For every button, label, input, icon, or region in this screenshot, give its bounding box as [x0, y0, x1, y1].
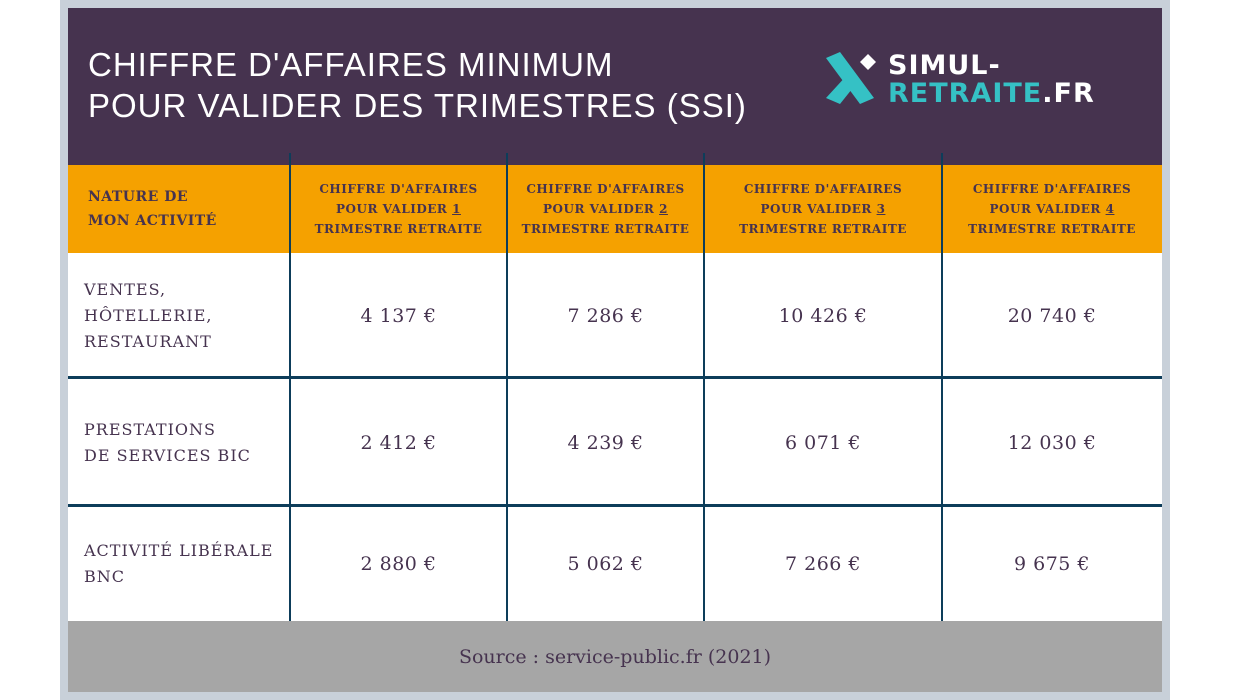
- header-text: MON ACTIVITÉ: [88, 213, 217, 229]
- column-header-activity: NATURE DE MON ACTIVITÉ: [68, 165, 290, 253]
- label-text: BNC: [84, 567, 125, 586]
- column-divider: [506, 153, 508, 621]
- column-divider: [703, 153, 705, 621]
- header-text: CHIFFRE D'AFFAIRES: [743, 182, 903, 196]
- logo-text: SIMUL- RETRAITE.FR: [888, 52, 1095, 108]
- logo-suffix: .FR: [1042, 78, 1095, 109]
- column-header-1: CHIFFRE D'AFFAIRES POUR VALIDER 1 TRIMESTR…: [290, 165, 507, 253]
- column-divider: [941, 153, 943, 621]
- logo-line-1: SIMUL-: [888, 50, 1001, 81]
- value-cell: 10 426 €: [778, 304, 868, 327]
- header-num: 3: [876, 202, 886, 216]
- header-num: 4: [1105, 202, 1115, 216]
- label-text: DE SERVICES BIC: [84, 445, 251, 465]
- logo-line-2: RETRAITE.FR: [888, 80, 1095, 108]
- header-text: POUR VALIDER: [760, 202, 872, 216]
- header-num: 2: [659, 202, 668, 216]
- label-text: RESTAURANT: [84, 331, 212, 351]
- header-text: POUR VALIDER: [336, 202, 448, 216]
- header-text: NATURE DE: [88, 189, 189, 205]
- header-text: TRIMESTRE RETRAITE: [521, 222, 690, 236]
- label-text: PRESTATIONS: [84, 419, 216, 439]
- value-cell: 4 239 €: [567, 431, 644, 454]
- row-label: VENTES, HÔTELLERIE, RESTAURANT: [68, 253, 290, 378]
- value-cell: 2 880 €: [360, 553, 437, 575]
- label-text: HÔTELLERIE,: [84, 305, 213, 325]
- header-text: POUR VALIDER: [989, 202, 1101, 216]
- column-header-3: CHIFFRE D'AFFAIRES POUR VALIDER 3 TRIMESTR…: [704, 165, 942, 253]
- title-line-1: CHIFFRE D'AFFAIRES MINIMUM: [88, 46, 614, 83]
- page-title: CHIFFRE D'AFFAIRES MINIMUM POUR VALIDER …: [88, 44, 747, 126]
- source-footer: Source : service-public.fr (2021): [68, 621, 1162, 692]
- infographic: CHIFFRE D'AFFAIRES MINIMUM POUR VALIDER …: [68, 8, 1162, 692]
- column-header-4: CHIFFRE D'AFFAIRES POUR VALIDER 4 TRIMESTR…: [942, 165, 1162, 253]
- row-label: PRESTATIONS DE SERVICES BIC: [68, 379, 290, 506]
- value-cell: 2 412 €: [360, 431, 437, 454]
- value-cell: 7 266 €: [784, 553, 862, 575]
- header-text: CHIFFRE D'AFFAIRES: [319, 182, 478, 196]
- column-divider: [289, 153, 291, 621]
- label-text: ACTIVITÉ LIBÉRALE: [84, 541, 274, 560]
- value-cell: 9 675 €: [1013, 553, 1091, 575]
- logo-x-icon: [826, 52, 876, 104]
- header-text: TRIMESTRE RETRAITE: [968, 222, 1136, 236]
- value-cell: 5 062 €: [567, 553, 644, 575]
- source-text: Source : service-public.fr (2021): [458, 645, 772, 668]
- header-text: CHIFFRE D'AFFAIRES: [972, 182, 1132, 196]
- header-text: CHIFFRE D'AFFAIRES: [526, 182, 685, 196]
- header-text: TRIMESTRE RETRAITE: [314, 222, 483, 236]
- row-divider: [68, 504, 1162, 507]
- table-row: VENTES, HÔTELLERIE, RESTAURANT 4 137 € 7 2…: [68, 253, 1162, 378]
- row-label: ACTIVITÉ LIBÉRALE BNC: [68, 507, 290, 621]
- label-text: VENTES,: [84, 279, 167, 299]
- value-cell: 7 286 €: [567, 304, 644, 327]
- column-header-2: CHIFFRE D'AFFAIRES POUR VALIDER 2 TRIMESTR…: [507, 165, 704, 253]
- title-line-2: POUR VALIDER DES TRIMESTRES (SSI): [88, 87, 747, 124]
- table-row: PRESTATIONS DE SERVICES BIC 2 412 € 4 239…: [68, 379, 1162, 506]
- header-num: 1: [452, 202, 461, 216]
- value-cell: 6 071 €: [784, 431, 862, 454]
- logo-retraite: RETRAITE: [888, 78, 1043, 109]
- value-cell: 20 740 €: [1007, 304, 1097, 327]
- header-text: POUR VALIDER: [543, 202, 655, 216]
- header-text: TRIMESTRE RETRAITE: [739, 222, 907, 236]
- row-divider: [68, 376, 1162, 379]
- logo: SIMUL- RETRAITE.FR: [826, 52, 1116, 112]
- table-header: NATURE DE MON ACTIVITÉ CHIFFRE D'AFFAIRES…: [68, 165, 1162, 253]
- table-row: ACTIVITÉ LIBÉRALE BNC 2 880 € 5 062 € 7 2…: [68, 507, 1162, 621]
- header-banner: CHIFFRE D'AFFAIRES MINIMUM POUR VALIDER …: [68, 8, 1162, 165]
- value-cell: 12 030 €: [1007, 431, 1097, 454]
- value-cell: 4 137 €: [360, 304, 437, 327]
